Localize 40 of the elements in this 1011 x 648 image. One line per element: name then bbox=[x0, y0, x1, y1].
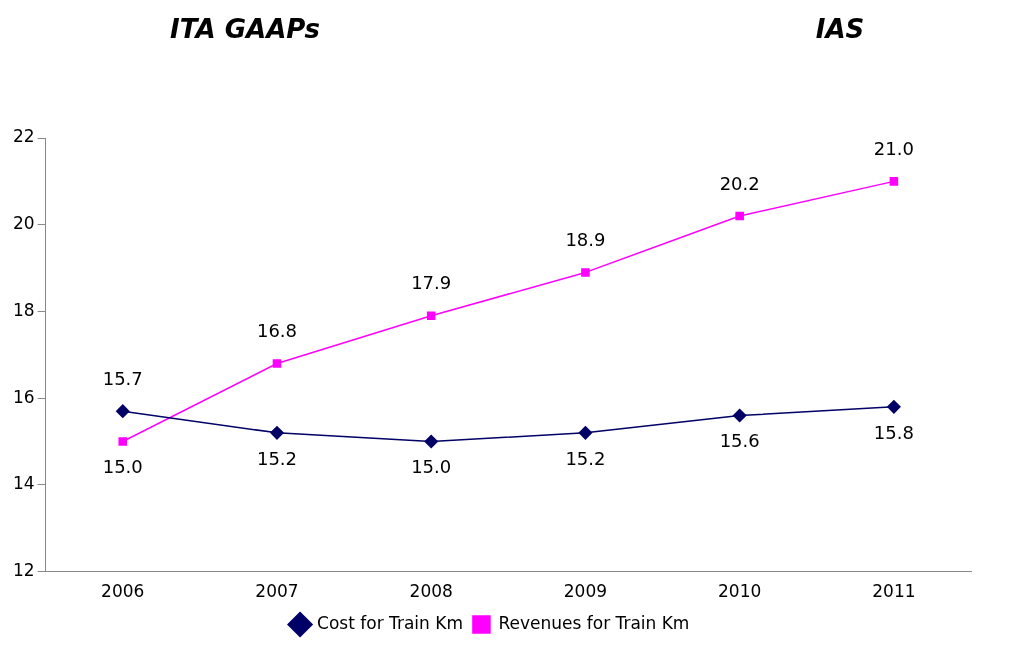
point bbox=[426, 311, 436, 321]
y-tick-label: 18 bbox=[12, 299, 35, 320]
data-label: 21.0 bbox=[873, 138, 914, 160]
y-tick-label: 16 bbox=[12, 386, 35, 407]
point bbox=[887, 400, 901, 414]
x-tick-label: 2011 bbox=[872, 581, 916, 602]
point bbox=[732, 408, 747, 423]
data-label: 16.8 bbox=[256, 320, 298, 342]
point bbox=[889, 177, 899, 186]
point bbox=[118, 437, 128, 446]
point bbox=[578, 426, 593, 440]
point bbox=[424, 434, 438, 449]
data-label: 18.9 bbox=[565, 229, 606, 251]
point bbox=[581, 268, 590, 277]
y-tick-label: 20 bbox=[12, 213, 35, 234]
point bbox=[270, 426, 284, 440]
data-label: 15.0 bbox=[102, 456, 143, 478]
y-tick-label: 22 bbox=[12, 126, 35, 147]
data-label: 20.2 bbox=[719, 172, 760, 194]
y-tick-label: 12 bbox=[12, 560, 35, 581]
y-tick-label: 14 bbox=[12, 473, 35, 494]
data-label: 17.9 bbox=[411, 272, 452, 294]
legend-label: Revenues for Train Km bbox=[498, 612, 690, 633]
text: ITA GAAPs bbox=[170, 14, 320, 44]
data-label: 15.0 bbox=[411, 456, 452, 478]
data-label: 15.7 bbox=[102, 367, 143, 389]
point bbox=[735, 211, 744, 221]
data-label: 15.6 bbox=[719, 430, 760, 452]
legend-label: Cost for Train Km bbox=[317, 612, 463, 633]
text: IAS bbox=[815, 14, 865, 44]
x-tick-label: 2007 bbox=[255, 581, 299, 602]
data-label: 15.8 bbox=[873, 421, 914, 443]
x-tick-label: 2008 bbox=[409, 581, 453, 602]
x-tick-label: 2010 bbox=[718, 581, 762, 602]
point bbox=[272, 359, 282, 368]
x-tick-label: 2006 bbox=[101, 581, 145, 602]
data-label: 15.2 bbox=[256, 447, 298, 469]
point bbox=[116, 404, 130, 418]
data-label: 15.2 bbox=[565, 447, 606, 469]
x-tick-label: 2009 bbox=[563, 581, 608, 602]
